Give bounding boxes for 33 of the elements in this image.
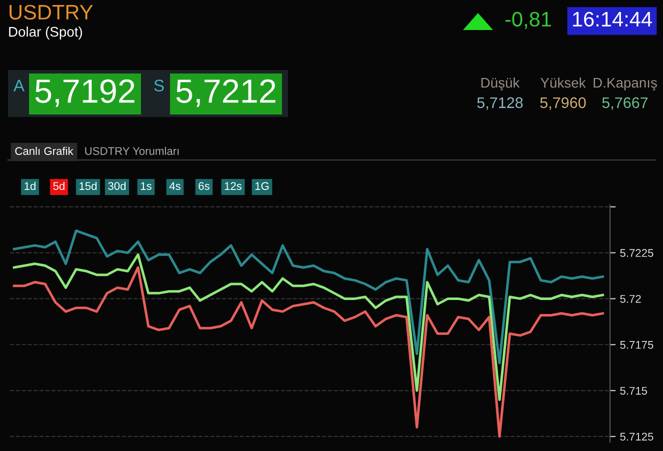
chart-title: USDTRY bbox=[10, 4, 93, 20]
text: 16:14:44 bbox=[573, 12, 652, 27]
text: 5,7212 bbox=[176, 79, 276, 107]
text: 15d bbox=[80, 182, 97, 190]
text: 4s bbox=[169, 182, 180, 190]
text: Düşük bbox=[481, 77, 520, 91]
text: 30d bbox=[108, 182, 126, 190]
y-tick-label: 5.7175 bbox=[620, 341, 654, 349]
y-tick-label: 5.715 bbox=[620, 386, 648, 395]
line-series bbox=[12, 253, 604, 401]
line-series bbox=[12, 229, 604, 364]
line-series bbox=[12, 266, 604, 438]
text: 6s bbox=[198, 182, 210, 190]
text: Yüksek bbox=[540, 78, 586, 88]
text: Canlı Grafik bbox=[15, 146, 74, 155]
text: 5,7192 bbox=[35, 79, 134, 107]
text: 1s bbox=[140, 182, 152, 190]
text: -0,81 bbox=[505, 12, 551, 30]
text: D.Kapanış bbox=[594, 78, 657, 90]
chart-subtitle: Dolar (Spot) bbox=[9, 26, 82, 40]
text: 5,7960 bbox=[540, 97, 586, 110]
text: 5,7667 bbox=[602, 97, 648, 110]
y-tick-label: 5.72 bbox=[620, 294, 641, 303]
text: 5,7128 bbox=[477, 97, 523, 110]
text: S bbox=[154, 80, 164, 92]
text: USDTRY Yorumları bbox=[85, 146, 179, 155]
text: 12s bbox=[224, 182, 242, 190]
y-tick-label: 5.7225 bbox=[620, 249, 654, 257]
text: 1G bbox=[255, 182, 269, 190]
y-tick-label: 5.7125 bbox=[620, 432, 654, 441]
text: 5d bbox=[53, 182, 64, 190]
text: 1d bbox=[24, 182, 36, 190]
text: A bbox=[13, 80, 25, 92]
